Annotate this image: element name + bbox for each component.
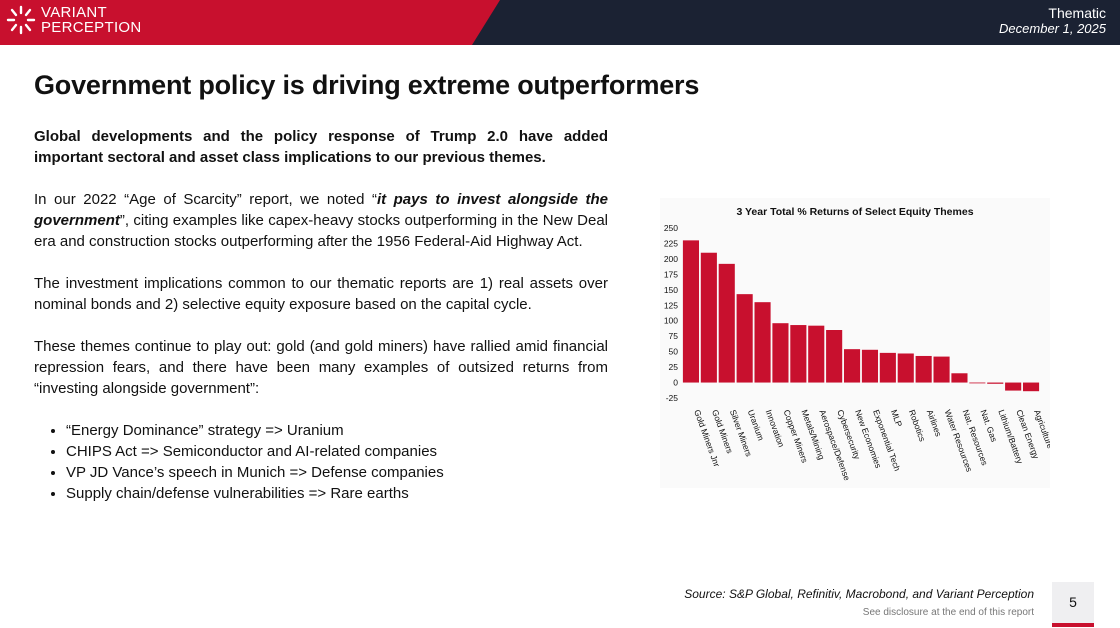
bar <box>897 353 914 383</box>
source-note: Source: S&P Global, Refinitiv, Macrobond… <box>684 587 1034 601</box>
chart-title: 3 Year Total % Returns of Select Equity … <box>736 206 973 218</box>
bar <box>933 356 950 383</box>
paragraph-scarcity-emphasis: it pays to invest alongside the governme… <box>34 191 608 229</box>
logo: VARIANT PERCEPTION <box>6 5 142 35</box>
header-red-band <box>0 0 500 45</box>
page-title: Government policy is driving extreme out… <box>34 70 700 100</box>
y-tick-label: 200 <box>664 254 678 264</box>
bar <box>718 263 735 383</box>
bar <box>826 330 843 383</box>
bar <box>987 382 1004 384</box>
bullet-item: CHIPS Act => Semiconductor and AI-relate… <box>66 441 608 462</box>
bar <box>754 302 771 383</box>
y-tick-label: 50 <box>669 347 679 357</box>
returns-bar-chart: 3 Year Total % Returns of Select Equity … <box>660 198 1050 488</box>
y-tick-label: 225 <box>664 238 678 248</box>
y-tick-label: 125 <box>664 300 678 310</box>
bullet-item: “Energy Dominance” strategy => Uranium <box>66 420 608 441</box>
bar <box>861 349 879 383</box>
paragraph-implications: The investment implications common to ou… <box>34 275 608 313</box>
bar <box>700 252 717 383</box>
sunburst-logo-icon <box>6 5 36 35</box>
paragraph-scarcity-pre: In our 2022 “Age of Scarcity” report, we… <box>34 191 377 208</box>
bar <box>736 294 753 383</box>
bullet-list: “Energy Dominance” strategy => Uranium C… <box>34 420 608 504</box>
bar <box>772 323 789 383</box>
header-bar: VARIANT PERCEPTION Thematic December 1, … <box>0 0 1120 45</box>
bar <box>969 382 986 384</box>
disclosure-note: See disclosure at the end of this report <box>862 607 1034 618</box>
paragraph-themes: These themes continue to play out: gold … <box>34 338 608 397</box>
y-tick-label: -25 <box>666 393 679 403</box>
page-number: 5 <box>1069 594 1077 610</box>
page-number-box: 5 <box>1052 582 1094 627</box>
y-tick-label: 100 <box>664 316 678 326</box>
logo-text-line2: PERCEPTION <box>41 19 142 36</box>
bar <box>790 325 807 383</box>
bar <box>951 373 968 383</box>
y-tick-label: 25 <box>669 362 679 372</box>
lead-paragraph: Global developments and the policy respo… <box>34 128 608 166</box>
y-tick-label: 250 <box>664 223 678 233</box>
bar <box>808 325 825 383</box>
report-type: Thematic <box>1048 5 1106 21</box>
y-tick-label: 75 <box>669 331 679 341</box>
bar <box>1022 382 1040 392</box>
logo-text-line1: VARIANT <box>41 4 107 21</box>
bullet-item: VP JD Vance’s speech in Munich => Defens… <box>66 462 608 483</box>
y-tick-label: 150 <box>664 285 678 295</box>
bar <box>1005 382 1022 391</box>
body-text: Global developments and the policy respo… <box>34 126 608 504</box>
paragraph-scarcity: In our 2022 “Age of Scarcity” report, we… <box>34 189 608 252</box>
bar <box>879 352 896 383</box>
bar <box>682 240 700 383</box>
bar <box>915 355 932 383</box>
y-tick-label: 0 <box>673 378 678 388</box>
bullet-item: Supply chain/defense vulnerabilities => … <box>66 483 608 504</box>
bar <box>843 349 861 383</box>
paragraph-scarcity-post: ”, citing examples like capex-heavy stoc… <box>34 212 608 250</box>
report-date: December 1, 2025 <box>999 21 1106 36</box>
y-tick-label: 175 <box>664 269 678 279</box>
